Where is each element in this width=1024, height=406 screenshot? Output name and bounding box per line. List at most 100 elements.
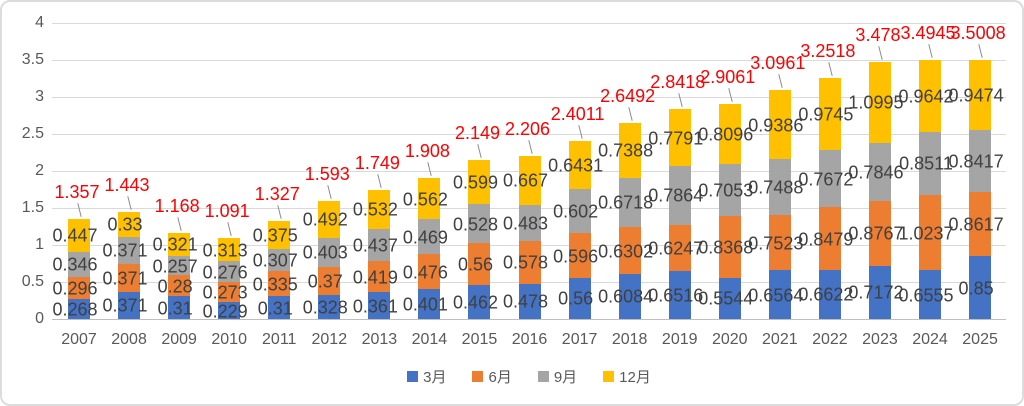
y-axis-label: 0.5 bbox=[21, 273, 44, 290]
segment-label: 0.361 bbox=[352, 296, 398, 317]
bar-segment bbox=[468, 159, 491, 205]
segment-label: 0.532 bbox=[352, 199, 398, 220]
segment-label: 0.447 bbox=[52, 225, 98, 246]
segment-label: 0.28 bbox=[157, 276, 193, 297]
total-label: 2.6492 bbox=[600, 85, 656, 106]
segment-label: 0.8417 bbox=[948, 151, 1004, 172]
total-leader-line bbox=[928, 44, 933, 59]
segment-label: 0.371 bbox=[102, 268, 148, 289]
bar-segment bbox=[168, 275, 191, 297]
legend-swatch-march bbox=[407, 370, 419, 382]
segment-label: 0.6247 bbox=[648, 238, 704, 259]
segment-label: 0.419 bbox=[352, 267, 398, 288]
x-axis-label: 2015 bbox=[461, 331, 498, 348]
segment-label: 0.6555 bbox=[898, 285, 954, 306]
y-axis-label: 1.5 bbox=[21, 199, 44, 216]
total-label: 1.091 bbox=[204, 201, 250, 222]
segment-label: 0.346 bbox=[52, 254, 98, 275]
bar-segment bbox=[618, 273, 641, 319]
bar-segment bbox=[668, 224, 691, 271]
bar-segment bbox=[868, 61, 891, 143]
total-leader-line bbox=[327, 185, 332, 200]
legend: 3月 6月 9月 12月 bbox=[52, 364, 1006, 388]
segment-label: 0.85 bbox=[958, 278, 994, 299]
segment-label: 0.37 bbox=[307, 271, 343, 292]
segment-label: 0.9745 bbox=[798, 104, 854, 125]
segment-label: 0.313 bbox=[202, 240, 248, 261]
gridline bbox=[52, 59, 1006, 61]
total-label: 2.4011 bbox=[550, 104, 605, 125]
bar-segment bbox=[818, 269, 841, 319]
bar-segment bbox=[318, 267, 341, 295]
segment-label: 0.31 bbox=[257, 298, 293, 319]
bar-segment bbox=[68, 299, 90, 319]
bar-segment bbox=[468, 243, 491, 285]
bar-segment bbox=[919, 194, 942, 271]
segment-label: 0.7791 bbox=[648, 128, 704, 149]
x-axis-label: 2017 bbox=[561, 331, 598, 348]
segment-label: 0.478 bbox=[503, 291, 549, 312]
bar-segment bbox=[368, 261, 391, 293]
y-axis-label: 3 bbox=[35, 88, 44, 105]
total-label: 3.5008 bbox=[950, 22, 1006, 43]
bar-segment bbox=[718, 277, 741, 319]
legend-item-march: 3月 bbox=[407, 366, 446, 387]
legend-label-june: 6月 bbox=[488, 368, 512, 386]
bar-segment bbox=[518, 205, 541, 241]
bar-segment bbox=[118, 236, 141, 265]
total-label: 1.327 bbox=[254, 183, 300, 204]
bar-segment bbox=[969, 59, 992, 131]
gridline bbox=[52, 318, 1006, 320]
x-axis-label: 2021 bbox=[762, 331, 798, 348]
bar-segment bbox=[768, 89, 791, 160]
segment-label: 0.296 bbox=[52, 278, 98, 299]
total-label: 2.149 bbox=[454, 122, 500, 143]
segment-label: 1.0995 bbox=[848, 92, 904, 113]
bar-segment bbox=[68, 218, 90, 252]
segment-label: 0.371 bbox=[102, 240, 148, 261]
segment-label: 0.8767 bbox=[848, 223, 904, 244]
bar-segment bbox=[368, 189, 391, 229]
segment-label: 0.5544 bbox=[698, 288, 754, 309]
bar-segment bbox=[268, 296, 291, 319]
bar-segment bbox=[818, 207, 841, 270]
legend-item-december: 12月 bbox=[603, 366, 651, 387]
bar-segment bbox=[468, 284, 491, 319]
segment-label: 0.7172 bbox=[848, 282, 904, 303]
bar-segment bbox=[168, 256, 191, 276]
segment-label: 0.7846 bbox=[848, 162, 904, 183]
bar-segment bbox=[568, 277, 591, 319]
bar-segment bbox=[218, 238, 241, 262]
y-axis-label: 4 bbox=[35, 14, 44, 31]
segment-label: 0.7488 bbox=[748, 177, 804, 198]
bar-segment bbox=[868, 142, 891, 202]
bar-segment bbox=[118, 212, 141, 237]
segment-label: 0.276 bbox=[202, 262, 248, 283]
segment-label: 0.7864 bbox=[648, 185, 704, 206]
bar-segment bbox=[418, 289, 441, 319]
total-label: 1.168 bbox=[154, 195, 200, 216]
segment-label: 0.6431 bbox=[548, 155, 604, 176]
x-axis-label: 2007 bbox=[61, 331, 97, 348]
gridline bbox=[52, 22, 1006, 24]
total-label: 2.9061 bbox=[700, 66, 756, 87]
total-label: 1.908 bbox=[404, 140, 450, 161]
total-leader-line bbox=[427, 161, 433, 176]
segment-label: 0.578 bbox=[503, 252, 549, 273]
segment-label: 0.596 bbox=[553, 246, 599, 266]
segment-label: 0.33 bbox=[107, 214, 143, 235]
total-leader-line bbox=[177, 216, 182, 231]
bar-segment bbox=[568, 233, 591, 278]
segment-label: 0.562 bbox=[402, 189, 448, 210]
x-axis-label: 2012 bbox=[311, 331, 348, 348]
bar-segment bbox=[768, 270, 791, 319]
bar-segment bbox=[368, 228, 391, 262]
bar-segment bbox=[118, 264, 141, 292]
legend-label-september: 9月 bbox=[553, 368, 578, 386]
bar-segment bbox=[568, 141, 591, 189]
x-axis-label: 2019 bbox=[661, 331, 698, 348]
segment-label: 0.7053 bbox=[698, 180, 754, 201]
segment-label: 0.483 bbox=[503, 213, 549, 234]
bar-segment bbox=[118, 291, 141, 319]
gridline bbox=[52, 133, 1006, 135]
